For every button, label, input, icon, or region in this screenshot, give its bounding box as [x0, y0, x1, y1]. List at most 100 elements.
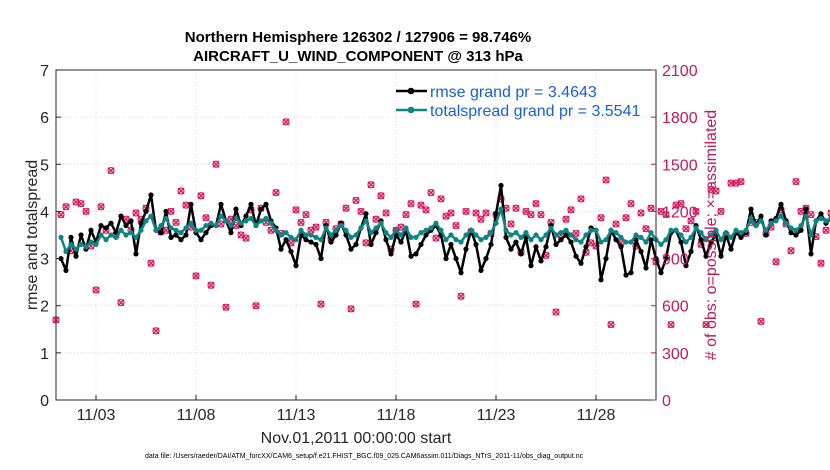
totalspread-point	[693, 225, 699, 231]
totalspread-point	[733, 227, 739, 233]
obs-count-marker	[402, 210, 410, 219]
totalspread-point	[118, 227, 124, 233]
obs-assimilated-marker	[597, 214, 605, 222]
totalspread-point	[573, 237, 579, 243]
x-tick-label: 11/23	[477, 407, 516, 424]
obs-possible-marker	[342, 204, 350, 212]
totalspread-point	[68, 241, 74, 248]
obs-count-marker	[312, 223, 320, 231]
obs-possible-marker	[522, 207, 530, 216]
rmse-point	[333, 232, 339, 238]
totalspread-point	[498, 206, 504, 212]
totalspread-point	[93, 241, 99, 248]
obs-assimilated-marker	[717, 207, 725, 215]
obs-possible-marker	[462, 207, 470, 216]
obs-assimilated-marker	[312, 223, 320, 231]
obs-assimilated-marker	[772, 258, 780, 266]
rmse-point	[583, 244, 589, 250]
obs-count-marker	[717, 207, 725, 216]
obs-count-marker	[107, 166, 115, 175]
obs-count-marker	[822, 226, 830, 234]
totalspread-point	[713, 227, 719, 233]
totalspread-point	[823, 218, 829, 224]
rmse-point	[453, 255, 459, 262]
totalspread-point	[148, 213, 154, 219]
obs-assimilated-marker	[377, 192, 385, 200]
obs-count-marker	[597, 214, 605, 222]
rmse-point	[243, 213, 249, 219]
obs-possible-marker	[117, 298, 125, 307]
obs-possible-marker	[562, 215, 570, 223]
obs-count-marker	[567, 206, 575, 214]
rmse-point	[718, 253, 724, 259]
obs-assimilated-marker	[792, 178, 800, 186]
totalspread-point	[413, 234, 419, 240]
obs-possible-marker	[552, 308, 560, 316]
totalspread-point	[258, 218, 264, 224]
obs-count-marker	[242, 234, 250, 242]
totalspread-point	[813, 218, 819, 224]
obs-assimilated-marker	[212, 160, 220, 168]
obs-count-marker	[642, 225, 650, 233]
obs-assimilated-marker	[107, 167, 115, 175]
rmse-point	[158, 230, 164, 236]
obs-count-marker	[677, 199, 685, 208]
totalspread-point	[313, 234, 319, 240]
obs-count-marker	[472, 209, 480, 217]
obs-count-marker	[607, 320, 615, 329]
totalspread-point	[778, 213, 784, 219]
totalspread-point	[343, 227, 349, 233]
rmse-point	[198, 237, 204, 243]
totalspread-point	[718, 237, 724, 243]
rmse-point	[613, 237, 619, 243]
rmse-point	[493, 211, 499, 217]
obs-assimilated-marker	[192, 272, 200, 280]
rmse-point	[133, 251, 139, 257]
totalspread-point	[63, 248, 69, 255]
totalspread-point	[73, 246, 79, 252]
obs-possible-marker	[822, 226, 830, 234]
rmse-point	[623, 272, 629, 278]
legend: rmse grand pr = 3.4643 totalspread grand…	[396, 84, 640, 120]
totalspread-point	[273, 227, 279, 233]
obs-possible-marker	[717, 207, 725, 216]
obs-assimilated-marker	[507, 220, 515, 228]
obs-possible-marker	[702, 320, 710, 329]
obs-count-marker	[447, 209, 455, 217]
obs-possible-marker	[302, 210, 310, 219]
obs-possible-marker	[422, 206, 430, 214]
obs-count-marker	[172, 218, 180, 227]
rmse-point	[423, 232, 429, 238]
y-left-tick-label: 0	[40, 393, 49, 410]
rmse-point	[293, 263, 299, 269]
obs-assimilated-marker	[437, 195, 445, 203]
rmse-point	[543, 244, 549, 250]
obs-assimilated-marker	[647, 204, 655, 212]
obs-assimilated-marker	[702, 321, 710, 329]
totalspread-point	[518, 234, 524, 240]
y-left-tick-label: 4	[40, 204, 49, 221]
obs-count-marker	[577, 195, 585, 203]
obs-assimilated-marker	[172, 218, 180, 226]
rmse-point	[218, 201, 224, 207]
obs-assimilated-marker	[207, 281, 215, 289]
rmse-point	[738, 234, 744, 240]
totalspread-point	[753, 222, 759, 229]
totalspread-point	[58, 234, 64, 240]
obs-possible-marker	[272, 188, 280, 197]
legend-entry-rmse: rmse grand pr = 3.4643	[396, 84, 597, 101]
obs-count-marker	[272, 188, 280, 197]
obs-possible-marker	[567, 206, 575, 214]
totalspread-point	[748, 215, 754, 222]
totalspread-point	[418, 230, 424, 236]
obs-count-marker	[712, 187, 720, 195]
totalspread-point	[293, 237, 299, 243]
obs-assimilated-marker	[402, 211, 410, 219]
obs-count-marker	[537, 210, 545, 219]
totalspread-point	[783, 220, 789, 226]
obs-count-marker	[612, 220, 620, 228]
rmse-point	[663, 255, 669, 262]
obs-possible-marker	[177, 187, 185, 195]
totalspread-point	[648, 230, 654, 236]
totalspread-point	[128, 230, 134, 236]
